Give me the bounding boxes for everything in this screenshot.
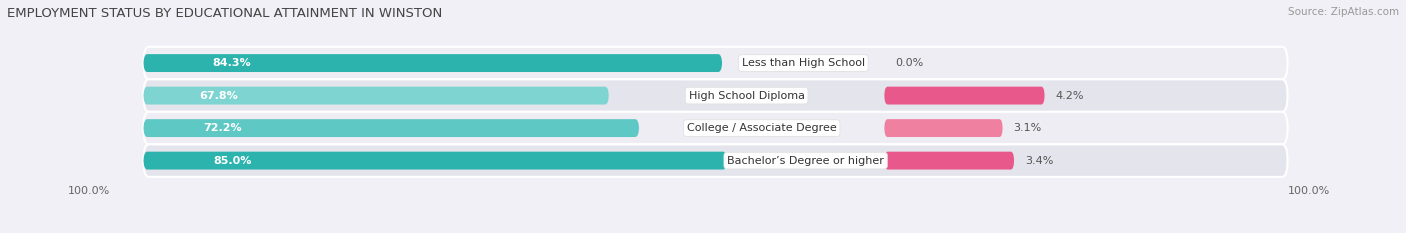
- Text: 67.8%: 67.8%: [200, 91, 238, 101]
- FancyBboxPatch shape: [884, 152, 1014, 170]
- Text: 84.3%: 84.3%: [212, 58, 252, 68]
- FancyBboxPatch shape: [143, 79, 1288, 112]
- Text: Less than High School: Less than High School: [742, 58, 865, 68]
- FancyBboxPatch shape: [143, 54, 723, 72]
- FancyBboxPatch shape: [884, 87, 1045, 105]
- Text: High School Diploma: High School Diploma: [689, 91, 804, 101]
- Text: 72.2%: 72.2%: [202, 123, 242, 133]
- Text: College / Associate Degree: College / Associate Degree: [688, 123, 837, 133]
- FancyBboxPatch shape: [884, 119, 1002, 137]
- Text: 3.1%: 3.1%: [1014, 123, 1042, 133]
- FancyBboxPatch shape: [143, 47, 1288, 79]
- Text: 0.0%: 0.0%: [896, 58, 924, 68]
- Text: 85.0%: 85.0%: [214, 156, 252, 166]
- Text: Source: ZipAtlas.com: Source: ZipAtlas.com: [1288, 7, 1399, 17]
- FancyBboxPatch shape: [143, 87, 609, 105]
- FancyBboxPatch shape: [143, 152, 727, 170]
- Text: Bachelor’s Degree or higher: Bachelor’s Degree or higher: [727, 156, 884, 166]
- Text: 4.2%: 4.2%: [1056, 91, 1084, 101]
- FancyBboxPatch shape: [143, 119, 640, 137]
- FancyBboxPatch shape: [143, 112, 1288, 144]
- Text: EMPLOYMENT STATUS BY EDUCATIONAL ATTAINMENT IN WINSTON: EMPLOYMENT STATUS BY EDUCATIONAL ATTAINM…: [7, 7, 443, 20]
- Text: 3.4%: 3.4%: [1025, 156, 1053, 166]
- FancyBboxPatch shape: [143, 144, 1288, 177]
